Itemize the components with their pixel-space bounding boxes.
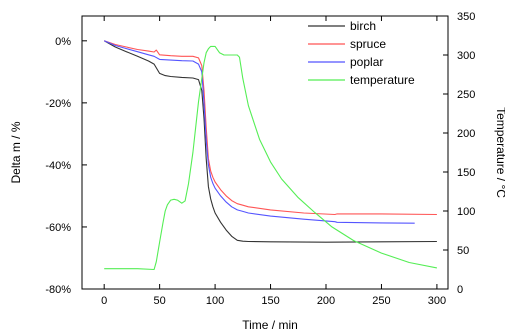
y-right-tick-label: 0 bbox=[457, 284, 463, 296]
x-tick-label: 250 bbox=[372, 295, 390, 307]
y-right-tick-label: 50 bbox=[457, 245, 469, 257]
y-right-tick-label: 100 bbox=[457, 206, 475, 218]
y-right-tick-label: 200 bbox=[457, 128, 475, 140]
legend-label-temperature: temperature bbox=[350, 73, 415, 87]
y-left-axis-title: Delta m / % bbox=[9, 121, 23, 183]
x-tick-label: 0 bbox=[101, 295, 107, 307]
y-left-tick-label: -40% bbox=[45, 160, 71, 172]
x-axis-title: Time / min bbox=[242, 318, 298, 332]
x-tick-label: 300 bbox=[428, 295, 446, 307]
legend-label-poplar: poplar bbox=[350, 55, 383, 69]
legend-label-birch: birch bbox=[350, 19, 376, 33]
y-right-tick-label: 150 bbox=[457, 167, 475, 179]
plot-frame bbox=[81, 15, 449, 290]
y-left-tick-label: 0% bbox=[55, 36, 71, 48]
series-line-birch bbox=[103, 40, 437, 243]
y-left-tick-label: -20% bbox=[45, 98, 71, 110]
y-right-tick-label: 300 bbox=[457, 50, 475, 62]
series-line-poplar bbox=[103, 40, 415, 224]
x-tick-label: 150 bbox=[261, 295, 279, 307]
y-left-tick-label: -80% bbox=[45, 284, 71, 296]
x-tick-label: 200 bbox=[317, 295, 335, 307]
y-right-tick-label: 350 bbox=[457, 11, 475, 23]
legend-label-spruce: spruce bbox=[350, 37, 386, 51]
y-left-tick-label: -60% bbox=[45, 222, 71, 234]
x-tick-label: 50 bbox=[154, 295, 166, 307]
series-line-spruce bbox=[104, 40, 437, 216]
x-tick-label: 100 bbox=[206, 295, 224, 307]
y-right-axis-title: Temperature / °C bbox=[494, 107, 505, 198]
series-line-temperature bbox=[104, 45, 438, 271]
y-right-tick-label: 250 bbox=[457, 89, 475, 101]
